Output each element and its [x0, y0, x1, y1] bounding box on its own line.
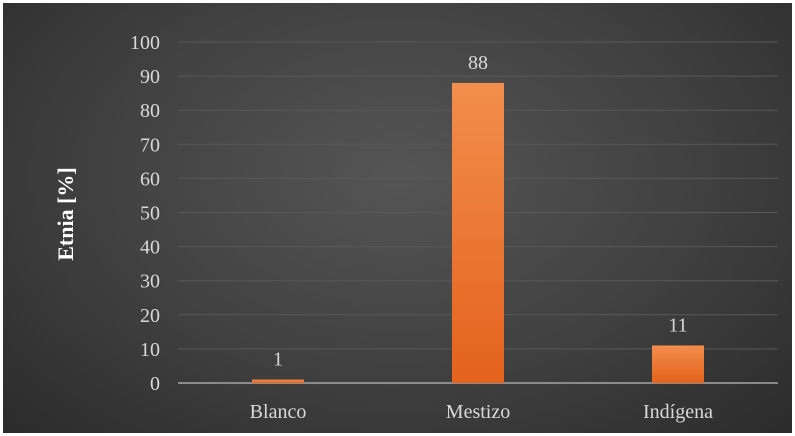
y-tick-label: 40: [140, 237, 160, 259]
y-tick-label: 0: [150, 373, 160, 395]
y-axis-title: Etnia [%]: [53, 167, 78, 261]
bar-mestizo: [452, 82, 504, 384]
y-tick-label: 80: [140, 100, 160, 122]
bar-blanco: [252, 379, 304, 383]
y-tick-label: 30: [140, 271, 160, 293]
bar-indígena: [652, 345, 704, 383]
y-tick-label: 100: [130, 32, 160, 54]
y-tick-label: 90: [140, 66, 160, 88]
x-tick-label: Mestizo: [446, 401, 510, 423]
x-tick-label: Indígena: [643, 401, 713, 423]
y-tick-label: 20: [140, 305, 160, 327]
x-tick-label: Blanco: [250, 401, 307, 423]
data-label: 88: [468, 52, 488, 74]
data-label: 11: [668, 314, 687, 336]
data-label: 1: [273, 349, 283, 371]
y-tick-label: 60: [140, 168, 160, 190]
y-tick-label: 70: [140, 134, 160, 156]
y-tick-label: 10: [140, 339, 160, 361]
y-tick-label: 50: [140, 203, 160, 225]
